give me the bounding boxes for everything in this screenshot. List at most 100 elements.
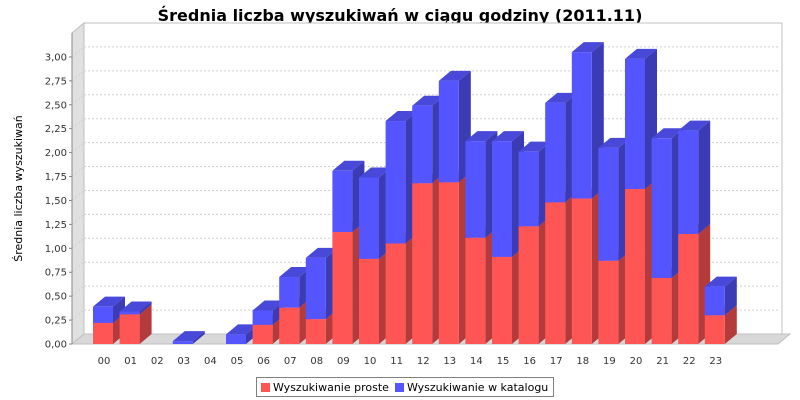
x-tick-label: 06 [257, 356, 270, 367]
bar-proste-17-front [545, 202, 566, 344]
bar-katalog-01 [119, 301, 152, 315]
bars [93, 42, 737, 344]
bar-katalog-03-side [192, 331, 205, 344]
bar-katalog-05-top [226, 324, 258, 335]
bar-proste-19-front [598, 260, 619, 344]
bar-katalog-12-top [412, 95, 445, 106]
bar-katalog-03-top [172, 331, 205, 342]
legend: Wyszukiwanie proste Wyszukiwanie w katal… [256, 377, 555, 397]
y-tick-label: 2,50 [45, 100, 67, 111]
x-axis-ticks: 00 01 02 03 04 05 06 07 08 09 10 11 12 13 14 15 16 17 18 19… [98, 356, 723, 367]
bar-katalog-01-side [139, 301, 152, 315]
x-tick-label: 07 [284, 356, 297, 367]
gridline-side [71, 142, 85, 153]
bar-katalog-08-top [305, 247, 338, 258]
bar-katalog-18-front [571, 52, 592, 199]
x-tick-label: 12 [417, 356, 430, 367]
gridline-side [71, 46, 85, 58]
chart-title: Średnia liczba wyszukiwań w ciągu godzin… [157, 6, 643, 25]
bar-katalog-14-top [465, 131, 498, 142]
y-tick-label: 0,25 [45, 316, 67, 327]
bar-katalog-22-front [678, 130, 699, 234]
bar-katalog-20-front [625, 58, 645, 189]
bar-proste-01-side [139, 304, 152, 344]
bar-proste-20-front [625, 188, 645, 344]
x-tick-label: 01 [124, 356, 137, 367]
bar-katalog-10-front [359, 177, 379, 259]
bar-katalog-22-side [698, 120, 711, 234]
bar-proste-09-front [332, 232, 353, 344]
bar-proste-08-front [305, 319, 326, 344]
y-tick-label: 0,75 [45, 268, 67, 279]
legend-swatch-proste [261, 382, 270, 392]
bar-katalog-15-front [492, 141, 512, 257]
bar-katalog-22 [678, 120, 711, 234]
y-tick-label: 1,75 [45, 172, 67, 183]
bar-proste-15-front [492, 256, 512, 344]
bar-proste-06-front [252, 324, 273, 344]
x-tick-label: 18 [576, 356, 589, 367]
y-tick-label: 3,00 [45, 52, 67, 63]
y-tick-label: 2,75 [45, 76, 67, 87]
bar-katalog-19-front [598, 147, 619, 261]
bar-katalog-06-top [252, 300, 285, 311]
y-tick-label: 0,50 [45, 292, 67, 303]
x-tick-label: 00 [98, 356, 111, 367]
bar-proste-14-front [465, 237, 486, 344]
bar-katalog-00 [93, 296, 125, 323]
y-axis-ticks: 0,00 0,25 0,50 0,75 1,00 1,25 1,50 1,75 2,00 2,25… [45, 33, 73, 351]
x-tick-label: 13 [443, 356, 456, 367]
bar-katalog-12-front [412, 105, 433, 184]
x-tick-label: 08 [310, 356, 323, 367]
x-tick-label: 23 [709, 356, 722, 367]
gridline-side [71, 285, 85, 297]
gridline-side [71, 309, 85, 321]
y-tick-label: 1,25 [45, 220, 67, 231]
bar-katalog-21-top [651, 128, 684, 139]
bar-katalog-23-front [704, 286, 725, 316]
x-tick-label: 17 [550, 356, 563, 367]
bar-katalog-20-top [625, 48, 657, 59]
bar-katalog-07-top [279, 267, 312, 278]
bar-katalog-03-front [172, 341, 193, 344]
y-tick-label: 0,00 [45, 340, 67, 351]
bar-katalog-14-front [465, 141, 486, 238]
legend-item-proste: Wyszukiwanie proste [261, 381, 389, 394]
bar-katalog-11-top [385, 111, 418, 122]
x-tick-label: 16 [523, 356, 536, 367]
bar-katalog-01-front [119, 311, 140, 315]
x-tick-label: 21 [656, 356, 669, 367]
y-tick-label: 2,25 [45, 124, 67, 135]
x-tick-label: 22 [683, 356, 696, 367]
gridline-side [71, 190, 85, 201]
bar-proste-16-front [518, 226, 539, 344]
bar-katalog-10-top [359, 167, 391, 178]
x-tick-label: 11 [390, 356, 403, 367]
bar-katalog-18-top [571, 42, 604, 53]
bar-katalog-08-front [305, 257, 326, 320]
x-tick-label: 04 [204, 356, 217, 367]
gridline-side [71, 214, 85, 225]
x-tick-label: 05 [231, 356, 244, 367]
bar-proste-07-front [279, 307, 300, 344]
bar-katalog-23 [704, 276, 737, 316]
bar-katalog-00-side [113, 296, 125, 323]
bar-katalog-00-top [93, 296, 125, 307]
bar-katalog-23-side [724, 276, 737, 316]
bar-katalog-00-front [93, 306, 113, 323]
bar-katalog-03 [172, 331, 205, 344]
bar-katalog-22-top [678, 120, 711, 131]
bar-katalog-11-front [385, 121, 406, 244]
bar-katalog-17-top [545, 92, 578, 103]
bar-proste-13-front [438, 182, 459, 344]
bar-proste-22-front [678, 233, 699, 344]
gridline-side [71, 261, 85, 273]
bar-proste-23-front [704, 315, 725, 344]
bar-katalog-13-top [438, 70, 471, 81]
bar-katalog-21-front [651, 138, 672, 278]
bar-proste-01-front [119, 314, 140, 344]
bar-proste-11-front [385, 243, 406, 344]
bar-katalog-09-top [332, 160, 365, 171]
